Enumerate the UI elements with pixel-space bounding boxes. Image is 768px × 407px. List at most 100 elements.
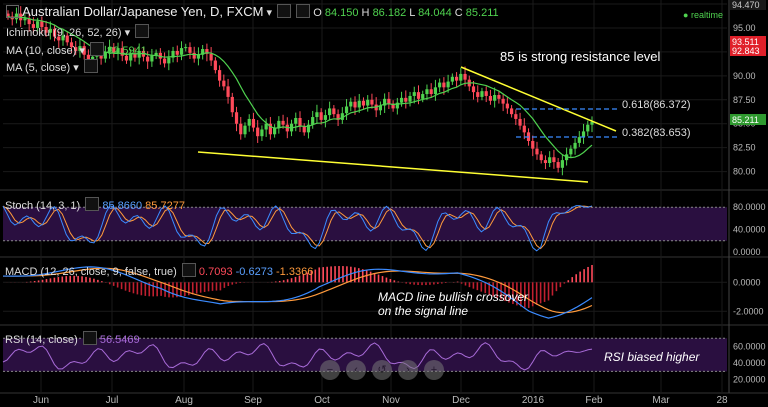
stoch-k-line: [2, 205, 593, 252]
candle-body: [531, 140, 535, 149]
symbol-title[interactable]: Australian Dollar/Japanese Yen, D, FXCM: [22, 4, 264, 19]
x-tick-label: Dec: [452, 395, 470, 406]
macd-label[interactable]: MACD (12, 26, close, 9, false, true): [5, 266, 177, 278]
ichimoku-label[interactable]: Ichimoku (9, 26, 52, 26): [6, 27, 122, 39]
candle-body: [188, 47, 192, 53]
macd-legend[interactable]: MACD (12, 26, close, 9, false, true) 0.7…: [5, 263, 313, 278]
x-tick-label: Jul: [106, 395, 119, 406]
candle-body: [416, 92, 421, 99]
y-tick-label: 82.50: [733, 143, 756, 153]
candle-body: [243, 125, 247, 135]
candle-body: [179, 48, 184, 55]
chevron-down-icon[interactable]: ▾: [266, 7, 273, 19]
candle-body: [69, 42, 74, 48]
ma5-label[interactable]: MA (5, close): [6, 62, 71, 74]
candle-body: [501, 98, 505, 104]
y-axes: 80.0082.5085.0087.5090.0092.5095.0097.50…: [730, 0, 766, 385]
candle-body: [281, 120, 285, 125]
candle-body: [298, 117, 302, 127]
price-pane: [6, 6, 618, 183]
ma10-line: [7, 15, 593, 159]
candle-body: [404, 97, 408, 102]
candle-body: [586, 124, 590, 132]
settings-icon[interactable]: [89, 42, 104, 56]
settings-icon[interactable]: [181, 263, 196, 277]
candle-body: [340, 113, 344, 120]
chevron-down-icon[interactable]: ▾: [124, 27, 131, 39]
x-tick-label: 28: [716, 395, 728, 406]
candle-body: [129, 53, 133, 61]
settings-icon[interactable]: [277, 4, 292, 18]
candle-body: [315, 112, 319, 118]
ma5-legend[interactable]: MA (5, close) ▾: [6, 59, 98, 74]
zoom-out-icon[interactable]: −: [320, 360, 340, 380]
candle-body: [433, 87, 438, 95]
x-tick-label: Feb: [585, 395, 603, 406]
candle-body: [463, 73, 467, 80]
ohlc-o-label: O: [313, 7, 322, 19]
candle-body: [31, 24, 35, 28]
candle-body: [573, 142, 577, 149]
candle-body: [226, 86, 230, 97]
candle-body: [493, 95, 497, 101]
candle-body: [569, 148, 573, 155]
candle-body: [273, 127, 277, 135]
candle-body: [171, 50, 175, 58]
ma10-value: 82.5941: [107, 45, 147, 57]
ichimoku-legend[interactable]: Ichimoku (9, 26, 52, 26) ▾: [6, 24, 150, 39]
stoch-label[interactable]: Stoch (14, 3, 1): [5, 200, 81, 212]
rsi-y-tick: 40.0000: [733, 358, 766, 368]
candle-body: [332, 108, 336, 115]
candle-body: [357, 100, 361, 108]
candle-body: [192, 52, 196, 59]
candle-body: [421, 94, 425, 99]
candle-body: [319, 112, 323, 120]
candle-body: [162, 58, 167, 64]
settings-icon[interactable]: [83, 59, 98, 73]
reset-icon[interactable]: ↺: [372, 360, 392, 380]
hide-icon[interactable]: [296, 4, 311, 18]
ma10-label[interactable]: MA (10, close): [6, 45, 77, 57]
candle-body: [6, 13, 10, 17]
candle-body: [184, 47, 188, 49]
collapse-checkbox[interactable]: [6, 5, 19, 18]
candle-body: [323, 115, 327, 120]
candle-body: [425, 89, 429, 95]
candle-body: [543, 160, 548, 164]
candle-body: [328, 108, 332, 116]
macd-annotation-line1: MACD line bullish crossover: [378, 290, 529, 304]
candle-body: [264, 123, 268, 130]
candle-body: [196, 54, 201, 59]
ohlc-o-value: 84.150: [324, 7, 359, 19]
chevron-down-icon[interactable]: ▾: [73, 62, 79, 74]
candle-body: [590, 121, 594, 125]
candle-body: [450, 76, 454, 82]
candle-body: [23, 18, 27, 21]
candle-body: [366, 99, 370, 106]
scroll-right-icon[interactable]: ›: [398, 360, 418, 380]
candle-body: [349, 101, 353, 107]
settings-icon[interactable]: [85, 197, 100, 211]
settings-icon[interactable]: [135, 24, 150, 38]
stoch-k-value: 85.8660: [102, 200, 143, 212]
chevron-down-icon[interactable]: ▾: [79, 45, 85, 57]
ma10-legend[interactable]: MA (10, close) ▾ 82.5941: [6, 42, 147, 57]
stoch-legend[interactable]: Stoch (14, 3, 1) 85.8660 85.7277: [5, 197, 185, 212]
candle-body: [167, 57, 171, 64]
zoom-in-icon[interactable]: +: [424, 360, 444, 380]
candle-body: [209, 53, 213, 61]
candle-body: [484, 91, 488, 96]
grid-lines: [0, 0, 768, 394]
rsi-legend[interactable]: RSI (14, close) 56.5469: [5, 331, 140, 346]
candle-body: [505, 103, 509, 109]
candle-body: [509, 108, 514, 115]
candle-body: [44, 26, 48, 33]
scroll-left-icon[interactable]: ‹: [346, 360, 366, 380]
candle-body: [294, 117, 298, 124]
rsi-label[interactable]: RSI (14, close): [5, 334, 78, 346]
resistance-annotation: 85 is strong resistance level: [500, 49, 661, 64]
price-tag-label: 94.470: [732, 0, 760, 10]
settings-icon[interactable]: [82, 331, 97, 345]
x-tick-label: Sep: [244, 395, 262, 406]
